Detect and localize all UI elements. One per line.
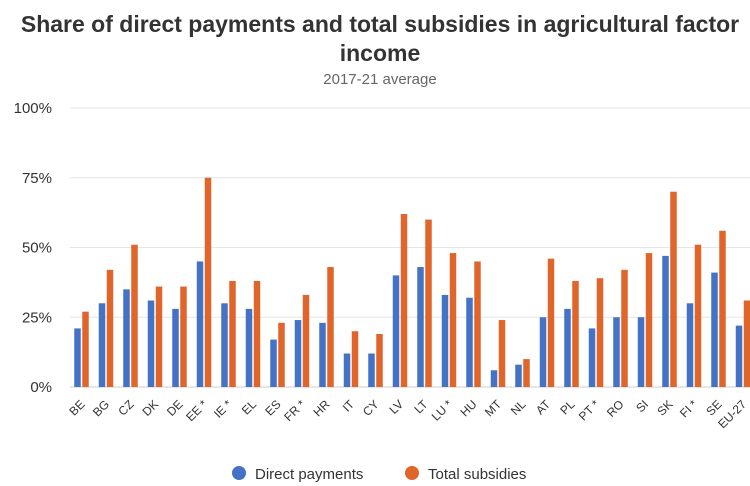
bar-direct-payments xyxy=(466,297,473,387)
x-tick-label: BG xyxy=(90,397,112,419)
y-axis: 0% 25% 50% 75% 100% xyxy=(14,100,52,396)
bar-direct-payments xyxy=(392,275,400,387)
bar-direct-payments xyxy=(123,289,130,387)
x-tick-label: FR * xyxy=(281,397,308,424)
chart-subtitle: 2017-21 average xyxy=(323,71,437,88)
bar-direct-payments xyxy=(711,272,718,387)
bar-direct-payments xyxy=(270,339,277,387)
bar-total-subsidies xyxy=(743,300,750,387)
chart-title: Share of direct payments and total subsi… xyxy=(20,11,740,66)
bar-total-subsidies xyxy=(204,177,212,387)
x-tick-label: CY xyxy=(360,397,382,419)
bar-direct-payments xyxy=(515,364,522,387)
bar-total-subsidies xyxy=(82,311,89,387)
bar-total-subsidies xyxy=(474,261,481,387)
x-tick-label: DK xyxy=(139,397,161,419)
bar-direct-payments xyxy=(637,317,645,387)
bar-total-subsidies xyxy=(302,294,310,387)
bars xyxy=(74,177,750,387)
bar-direct-payments xyxy=(588,328,596,387)
x-tick-label: IT xyxy=(340,397,358,415)
bar-direct-payments xyxy=(735,325,743,387)
bar-total-subsidies xyxy=(498,320,506,387)
bar-total-subsidies xyxy=(694,244,702,387)
bar-total-subsidies xyxy=(572,280,579,387)
x-tick-label: DE xyxy=(164,397,186,419)
bar-direct-payments xyxy=(564,308,571,387)
x-tick-label: MT xyxy=(482,397,505,420)
bar-total-subsidies xyxy=(621,269,628,387)
legend: Direct payments Total subsidies xyxy=(232,466,526,483)
x-tick-label: LV xyxy=(386,397,406,417)
bar-total-subsidies xyxy=(253,280,261,387)
x-tick-label: CZ xyxy=(115,397,136,418)
bar-total-subsidies xyxy=(400,214,408,387)
bar-total-subsidies xyxy=(229,280,236,387)
bar-direct-payments xyxy=(196,261,204,387)
bar-direct-payments xyxy=(221,303,228,387)
bar-total-subsidies xyxy=(670,191,677,387)
x-tick-label: AT xyxy=(533,397,554,418)
x-tick-label: IE * xyxy=(211,397,235,421)
x-tick-label: EL xyxy=(239,397,260,418)
bar-total-subsidies xyxy=(155,286,163,387)
x-tick-label: HU xyxy=(457,397,479,419)
legend-marker-direct-payments xyxy=(232,466,246,480)
x-tick-label: RO xyxy=(604,397,627,420)
bar-total-subsidies xyxy=(180,286,187,387)
bar-total-subsidies xyxy=(327,267,334,387)
x-tick-label: SI xyxy=(633,397,651,415)
x-tick-label: PT * xyxy=(576,397,602,423)
legend-label-direct-payments: Direct payments xyxy=(255,466,363,483)
bar-total-subsidies xyxy=(645,253,653,387)
bar-total-subsidies xyxy=(376,333,383,387)
bar-direct-payments xyxy=(98,303,106,387)
x-tick-label: LU * xyxy=(429,397,456,424)
bar-total-subsidies xyxy=(523,359,530,387)
bar-direct-payments xyxy=(662,255,669,387)
legend-marker-total-subsidies xyxy=(405,466,419,480)
x-tick-label: ES xyxy=(262,397,283,418)
bar-total-subsidies xyxy=(547,258,555,387)
bar-direct-payments xyxy=(441,294,449,387)
x-tick-label: PL xyxy=(557,397,578,418)
y-tick-label: 25% xyxy=(22,309,52,326)
bar-direct-payments xyxy=(490,370,498,387)
x-tick-label: EE * xyxy=(183,397,210,424)
bar-direct-payments xyxy=(74,328,81,387)
bar-direct-payments xyxy=(368,353,375,387)
bar-total-subsidies xyxy=(278,322,285,387)
bar-direct-payments xyxy=(417,267,424,387)
x-tick-label: BE xyxy=(66,397,87,418)
bar-total-subsidies xyxy=(425,219,432,387)
y-tick-label: 50% xyxy=(22,240,52,257)
y-tick-label: 100% xyxy=(14,100,52,117)
x-tick-label: NL xyxy=(508,397,529,418)
legend-label-total-subsidies: Total subsidies xyxy=(428,466,526,483)
bar-direct-payments xyxy=(539,317,547,387)
x-tick-label: SK xyxy=(654,397,675,418)
bar-total-subsidies xyxy=(596,278,604,387)
bar-direct-payments xyxy=(343,353,351,387)
bar-direct-payments xyxy=(319,322,326,387)
y-tick-label: 75% xyxy=(22,170,52,187)
bar-direct-payments xyxy=(245,308,253,387)
bar-total-subsidies xyxy=(351,331,359,387)
bar-direct-payments xyxy=(147,300,155,387)
bar-total-subsidies xyxy=(719,230,726,387)
bar-total-subsidies xyxy=(106,269,114,387)
bar-direct-payments xyxy=(294,320,302,387)
x-tick-label: FI * xyxy=(677,397,700,420)
bar-direct-payments xyxy=(613,317,620,387)
bar-total-subsidies xyxy=(131,244,138,387)
bar-total-subsidies xyxy=(449,253,457,387)
y-tick-label: 0% xyxy=(30,379,52,396)
bar-direct-payments xyxy=(686,303,694,387)
x-tick-label: EU-27 xyxy=(715,397,749,431)
x-tick-label: HR xyxy=(310,397,332,419)
bar-direct-payments xyxy=(172,308,179,387)
